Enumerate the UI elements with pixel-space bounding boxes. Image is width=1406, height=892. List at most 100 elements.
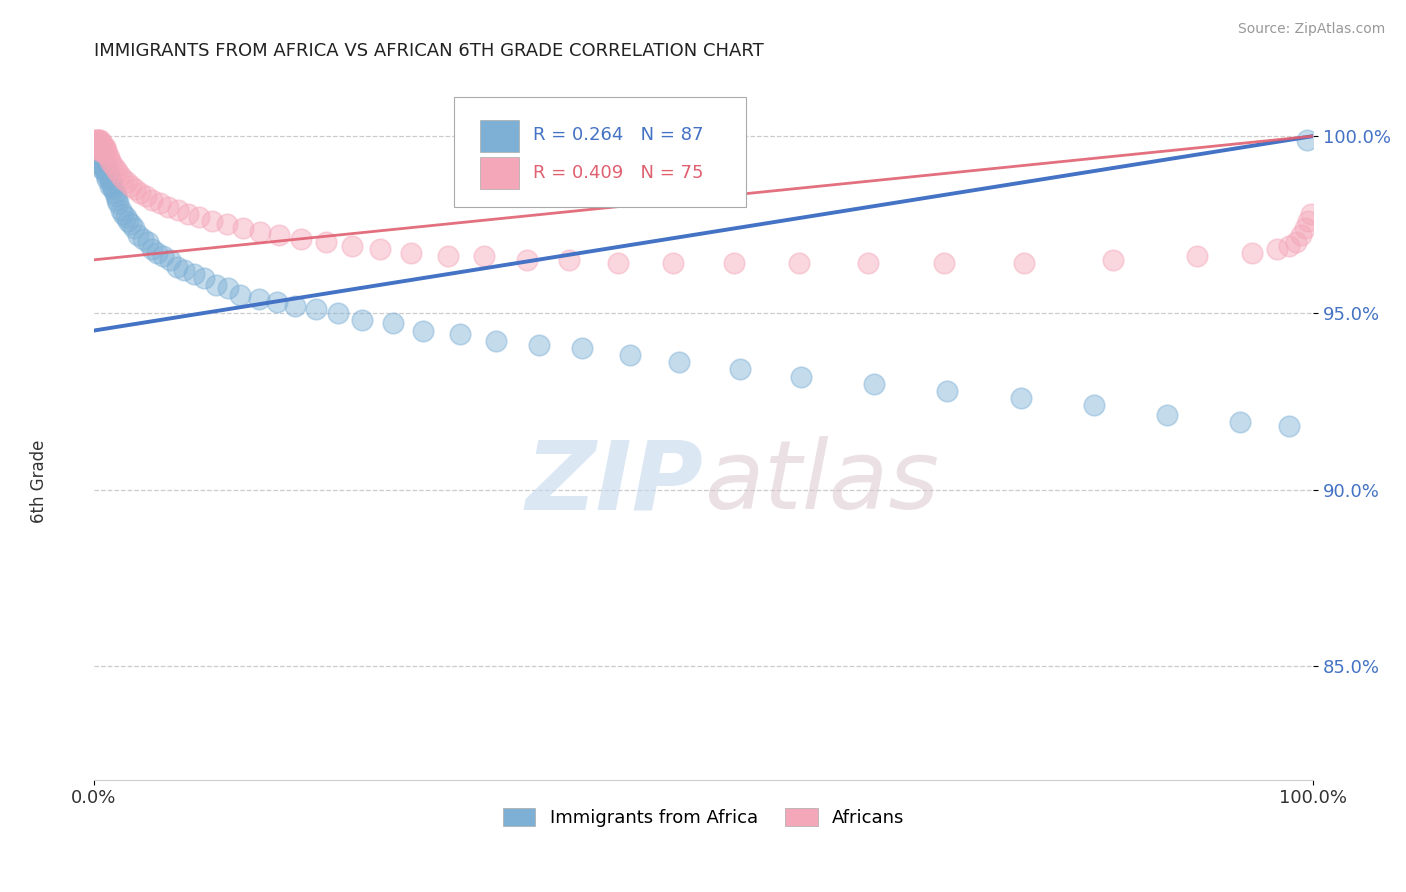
Point: [97, 168, 120, 182]
Point: [619, 348, 641, 362]
Text: 6th Grade: 6th Grade: [31, 440, 48, 524]
Bar: [481, 157, 519, 189]
Point: [86, 136, 108, 150]
Point: [89, 150, 111, 164]
Point: [86, 136, 108, 150]
Point: [1241, 245, 1264, 260]
Point: [858, 256, 880, 270]
Point: [86, 143, 108, 157]
Point: [114, 211, 136, 225]
Point: [527, 337, 550, 351]
Point: [266, 295, 288, 310]
Point: [112, 171, 135, 186]
Point: [87, 136, 110, 150]
Point: [86, 133, 108, 147]
Point: [84, 136, 107, 150]
Point: [84, 139, 107, 153]
Point: [1014, 256, 1036, 270]
Point: [1296, 133, 1319, 147]
Point: [247, 292, 270, 306]
Point: [662, 256, 685, 270]
Point: [127, 228, 149, 243]
Point: [183, 267, 205, 281]
Point: [87, 139, 110, 153]
Point: [89, 143, 111, 157]
Point: [232, 221, 254, 235]
Text: ZIP: ZIP: [526, 436, 703, 529]
Point: [115, 175, 138, 189]
Point: [370, 242, 392, 256]
Point: [187, 211, 209, 225]
Point: [342, 238, 364, 252]
Point: [98, 171, 121, 186]
Point: [98, 178, 121, 193]
Point: [107, 196, 129, 211]
Point: [167, 203, 190, 218]
Point: [84, 133, 107, 147]
Point: [135, 189, 157, 203]
Point: [136, 235, 159, 249]
Point: [1294, 221, 1316, 235]
Point: [90, 146, 112, 161]
Point: [723, 256, 745, 270]
Point: [108, 168, 131, 182]
Point: [863, 376, 886, 391]
Point: [86, 139, 108, 153]
Point: [104, 161, 127, 175]
Point: [91, 143, 114, 157]
Point: [936, 384, 959, 398]
Point: [84, 136, 107, 150]
Point: [91, 150, 114, 164]
Point: [86, 139, 108, 153]
Point: [97, 150, 120, 164]
Point: [1156, 409, 1178, 423]
Point: [1289, 228, 1312, 243]
Point: [124, 182, 146, 196]
Point: [932, 256, 955, 270]
Point: [112, 207, 135, 221]
Point: [101, 178, 124, 193]
Point: [399, 245, 422, 260]
Point: [217, 281, 239, 295]
Point: [1278, 419, 1301, 434]
Point: [571, 341, 593, 355]
Point: [229, 288, 252, 302]
Point: [1265, 242, 1288, 256]
Point: [149, 196, 172, 211]
Point: [94, 146, 117, 161]
Point: [193, 270, 215, 285]
Point: [90, 161, 112, 175]
Point: [98, 153, 121, 168]
Point: [110, 203, 132, 218]
Point: [94, 164, 117, 178]
Point: [93, 139, 115, 153]
Point: [93, 153, 115, 168]
Point: [141, 193, 163, 207]
Point: [728, 362, 751, 376]
Point: [86, 143, 108, 157]
Point: [790, 369, 813, 384]
Point: [305, 302, 328, 317]
Point: [1299, 207, 1322, 221]
Point: [86, 136, 108, 150]
Point: [84, 150, 107, 164]
Point: [173, 263, 195, 277]
Point: [89, 133, 111, 147]
Point: [103, 182, 125, 196]
Point: [96, 171, 118, 186]
Point: [91, 136, 114, 150]
Text: R = 0.409   N = 75: R = 0.409 N = 75: [533, 164, 703, 182]
Point: [1010, 391, 1032, 405]
Point: [86, 150, 108, 164]
Point: [449, 327, 471, 342]
Point: [86, 133, 108, 147]
Legend: Immigrants from Africa, Africans: Immigrants from Africa, Africans: [496, 800, 911, 834]
Point: [284, 299, 307, 313]
Point: [1298, 214, 1320, 228]
Point: [94, 143, 117, 157]
Point: [86, 143, 108, 157]
Point: [558, 252, 581, 267]
Point: [86, 139, 108, 153]
Point: [100, 175, 122, 189]
Point: [157, 200, 180, 214]
